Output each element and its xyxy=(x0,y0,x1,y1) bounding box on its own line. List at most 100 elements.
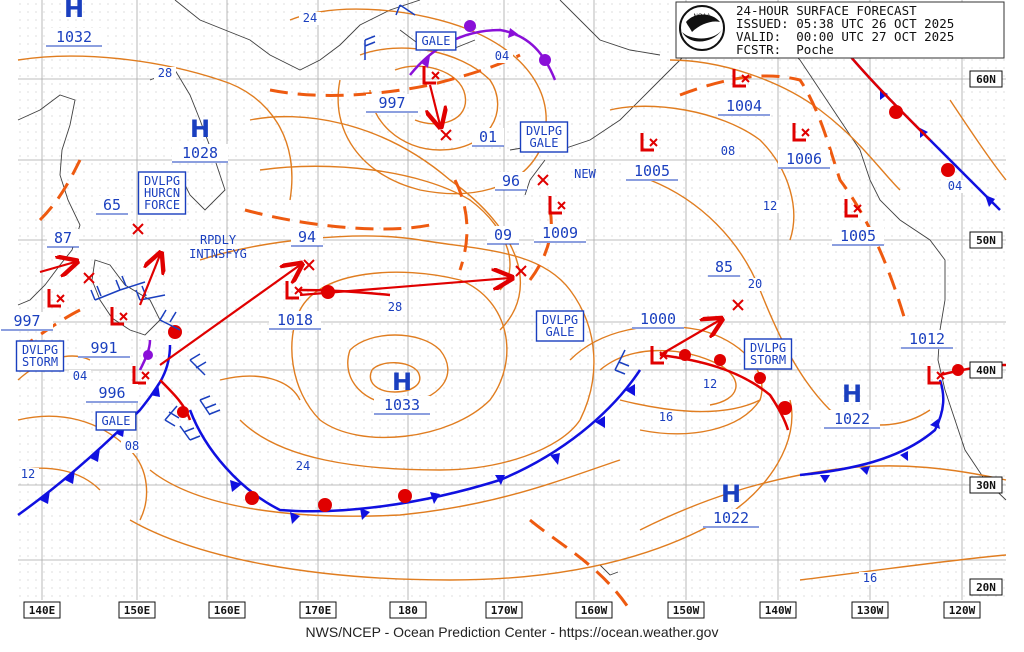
low-symbol xyxy=(285,281,299,300)
high-letter: H xyxy=(64,0,84,23)
svg-text:01: 01 xyxy=(479,128,497,146)
low-center: 991 xyxy=(78,307,130,358)
future-position-label: 65 xyxy=(96,196,128,215)
low-value-bg xyxy=(901,330,953,349)
longitude-label: 170W xyxy=(491,604,518,617)
future-position-label: 94 xyxy=(291,228,323,247)
warning-box-frame xyxy=(137,171,187,215)
warning-text: GALE xyxy=(530,136,559,150)
warning-box-frame xyxy=(15,340,65,372)
isobar-label: 08 xyxy=(125,439,139,453)
low-center: 1004 xyxy=(718,69,770,116)
low-symbol xyxy=(927,366,941,385)
isobar-label-bg xyxy=(292,460,314,473)
longitude-label-box xyxy=(389,601,427,619)
low-symbol xyxy=(110,307,124,326)
svg-text:09: 09 xyxy=(494,226,512,244)
header-forecaster: FCSTR: Poche xyxy=(736,42,834,57)
latitude-label-box xyxy=(969,231,1003,249)
isobar-label: 12 xyxy=(703,377,717,391)
warning-text: STORM xyxy=(750,353,786,367)
longitude-label-box xyxy=(23,601,61,619)
isobar-label: 28 xyxy=(388,300,402,314)
low-value-bg xyxy=(632,310,684,329)
low-value: 1018 xyxy=(277,311,313,329)
future-position-label: 96 xyxy=(495,172,527,191)
longitude-label: 130W xyxy=(857,604,884,617)
header-issued: ISSUED: 05:38 UTC 26 OCT 2025 xyxy=(736,16,954,31)
longitude-label: 140W xyxy=(765,604,792,617)
low-center: 997 xyxy=(366,66,440,113)
low-value-bg xyxy=(78,339,130,358)
warning-box: GALE xyxy=(95,411,137,431)
header-title: 24-HOUR SURFACE FORECAST xyxy=(736,3,917,18)
latitude-label: 20N xyxy=(976,581,996,594)
longitude-label-box xyxy=(485,601,523,619)
longitude-label: 160W xyxy=(581,604,608,617)
warning-text: STORM xyxy=(22,355,58,369)
low-symbol xyxy=(792,123,806,142)
warning-box-frame xyxy=(535,310,585,342)
isobar-label-bg xyxy=(154,67,176,80)
isobar-label: 04 xyxy=(948,179,962,193)
isobar-label: 20 xyxy=(748,277,762,291)
warning-box-frame xyxy=(743,338,793,370)
low-value: 1006 xyxy=(786,150,822,168)
low-x-mark xyxy=(649,138,658,147)
low-x-mark xyxy=(853,204,862,213)
low-center: 1005 xyxy=(832,199,884,246)
longitude-label-box xyxy=(667,601,705,619)
low-x-mark xyxy=(741,74,750,83)
low-center: 1018 xyxy=(269,281,321,330)
low-value: 1005 xyxy=(634,162,670,180)
low-x-mark xyxy=(294,286,303,295)
svg-text:87: 87 xyxy=(54,229,72,247)
isobar-label: 12 xyxy=(763,199,777,213)
low-x-mark xyxy=(936,371,945,380)
low-x-mark xyxy=(557,201,566,210)
warning-text: GALE xyxy=(422,34,451,48)
low-value: 996 xyxy=(98,384,125,402)
high-value-bg xyxy=(46,28,102,47)
isobar-label: 08 xyxy=(721,144,735,158)
new-label: NEW xyxy=(574,167,596,181)
low-center: 1012 xyxy=(901,330,953,385)
latitude-label-box xyxy=(969,578,1003,596)
high-center: H 1022 xyxy=(824,380,880,429)
isobar-label-bg xyxy=(859,572,881,585)
high-value: 1032 xyxy=(56,28,92,46)
longitude-label-box xyxy=(118,601,156,619)
wind-barbs xyxy=(90,4,630,441)
low-value-bg xyxy=(534,224,586,243)
latitude-label: 50N xyxy=(976,234,996,247)
warning-text: DVLPG xyxy=(22,343,58,357)
latitude-label: 40N xyxy=(976,364,996,377)
high-letter: H xyxy=(392,368,412,396)
longitude-label-box xyxy=(943,601,981,619)
warning-text: GALE xyxy=(102,414,131,428)
low-value: 1005 xyxy=(840,227,876,245)
svg-text:85: 85 xyxy=(715,258,733,276)
isobar-label: 24 xyxy=(296,459,310,473)
warning-box-frame xyxy=(415,31,457,51)
low-symbol xyxy=(844,199,858,218)
future-position-marks xyxy=(83,129,744,311)
isobar-label: 16 xyxy=(659,410,673,424)
isobar-label-bg xyxy=(299,12,321,25)
high-value-bg xyxy=(172,144,228,163)
longitude-label-box xyxy=(208,601,246,619)
low-value: 1004 xyxy=(726,97,762,115)
isobar-label-bg xyxy=(121,440,143,453)
isobar-label: 24 xyxy=(303,11,317,25)
low-x-mark xyxy=(659,351,668,360)
isobar-label: 04 xyxy=(495,49,509,63)
low-value: 1009 xyxy=(542,224,578,242)
low-value-bg xyxy=(366,94,418,113)
low-symbol xyxy=(640,133,654,152)
